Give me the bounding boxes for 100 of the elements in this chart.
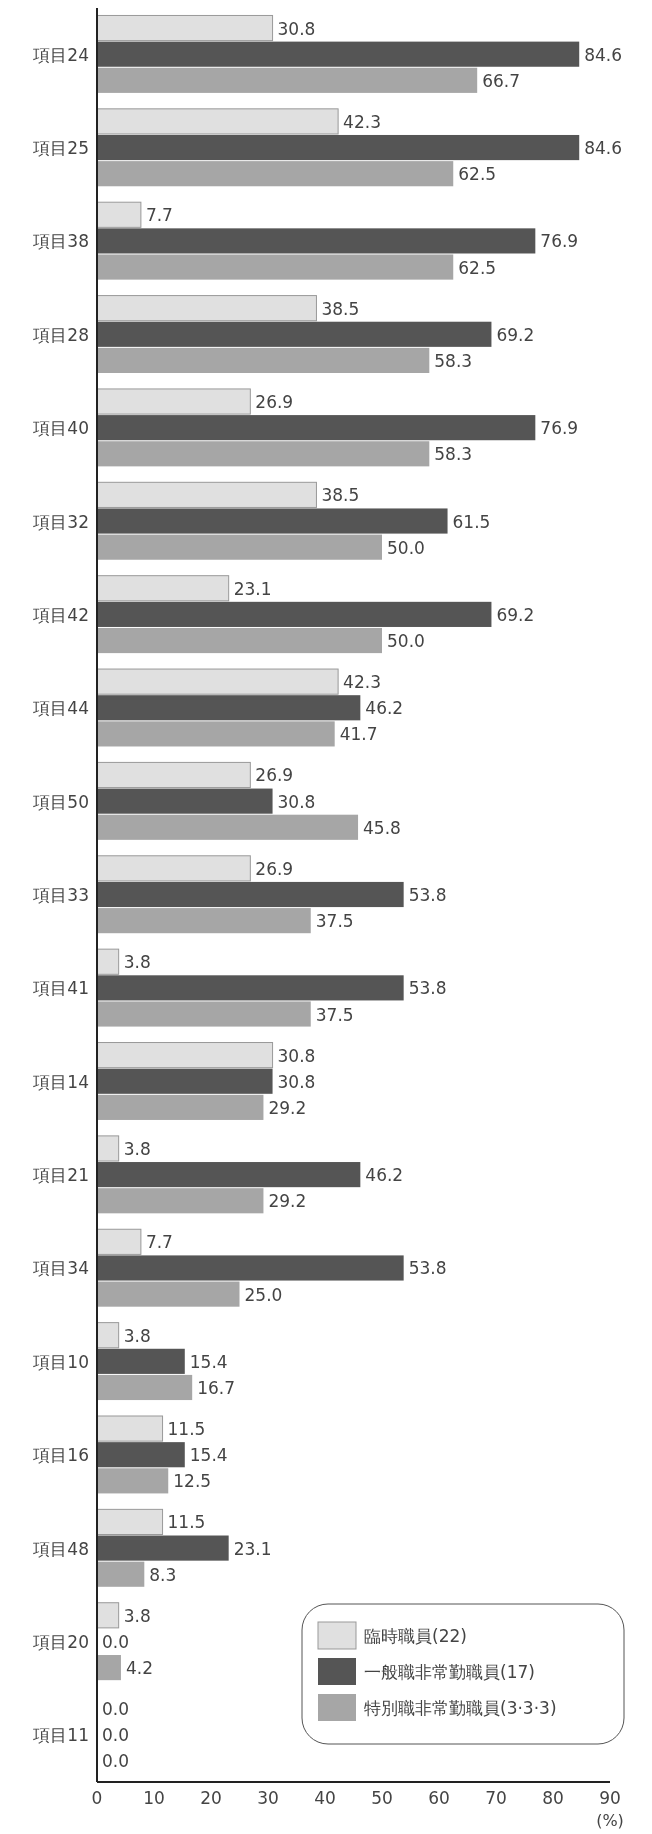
bar xyxy=(97,601,492,627)
bar xyxy=(96,201,142,228)
data-label: 76.9 xyxy=(540,231,579,252)
data-label: 62.5 xyxy=(458,164,497,185)
bar xyxy=(97,415,536,441)
data-label: 53.8 xyxy=(408,885,447,905)
bar xyxy=(96,14,274,42)
bar xyxy=(97,908,311,934)
data-label: 46.2 xyxy=(365,698,404,719)
y-tick-label: 項目48 xyxy=(32,1538,89,1559)
bar xyxy=(97,1561,145,1587)
x-tick-label: 60 xyxy=(428,1788,450,1808)
bar xyxy=(96,948,120,975)
data-label: 26.9 xyxy=(255,858,294,879)
y-tick-label: 項目40 xyxy=(32,418,89,439)
y-tick-label: 項目25 xyxy=(32,138,89,159)
bar xyxy=(96,1135,120,1162)
bar xyxy=(97,881,404,908)
bar xyxy=(96,1228,142,1255)
bar xyxy=(97,788,273,814)
bar xyxy=(96,855,251,882)
bar xyxy=(96,761,251,789)
data-label: 62.5 xyxy=(458,257,497,278)
data-label: 23.1 xyxy=(233,1538,272,1559)
data-label: 23.1 xyxy=(233,578,272,599)
data-label: 37.5 xyxy=(315,1004,354,1025)
data-label: 3.8 xyxy=(123,1138,151,1159)
data-label: 69.2 xyxy=(496,604,535,625)
data-label: 76.9 xyxy=(540,418,579,439)
data-label: 12.5 xyxy=(173,1471,212,1492)
data-label: 29.2 xyxy=(268,1097,307,1118)
x-tick-label: 40 xyxy=(314,1788,336,1808)
data-label: 66.7 xyxy=(482,70,521,91)
bar xyxy=(97,441,430,467)
y-tick-label: 項目11 xyxy=(32,1725,89,1746)
bar xyxy=(97,1348,185,1374)
data-label: 3.8 xyxy=(123,1605,151,1626)
data-label: 3.8 xyxy=(123,1325,151,1346)
y-tick-label: 項目14 xyxy=(32,1071,89,1092)
y-tick-label: 項目42 xyxy=(32,604,89,625)
bar xyxy=(96,1322,120,1349)
data-label: 26.9 xyxy=(255,765,294,786)
data-label: 53.8 xyxy=(408,1258,447,1279)
data-label: 50.0 xyxy=(387,631,425,652)
y-tick-label: 項目10 xyxy=(32,1351,89,1372)
y-tick-label: 項目24 xyxy=(32,44,89,65)
bar xyxy=(97,1255,404,1281)
data-label: 58.3 xyxy=(434,444,473,465)
data-label: 29.2 xyxy=(268,1191,307,1212)
data-label: 7.7 xyxy=(145,1232,173,1253)
bar xyxy=(97,627,382,654)
bar xyxy=(97,1068,273,1094)
data-label: 45.8 xyxy=(363,817,401,838)
bar xyxy=(96,575,230,602)
y-tick-label: 項目44 xyxy=(32,698,89,719)
data-label: 38.5 xyxy=(321,485,360,506)
bar xyxy=(97,695,361,721)
data-label: 16.7 xyxy=(197,1377,236,1398)
bar xyxy=(96,1415,164,1442)
y-tick-label: 項目33 xyxy=(32,885,89,905)
legend-label: 臨時職員(22) xyxy=(364,1626,467,1646)
bar xyxy=(97,1162,361,1188)
data-label: 58.3 xyxy=(434,350,473,371)
data-label: 41.7 xyxy=(339,724,378,745)
bar xyxy=(96,388,251,415)
y-tick-label: 項目38 xyxy=(32,231,89,252)
bar xyxy=(96,1508,164,1535)
bar xyxy=(97,1655,121,1681)
data-label: 15.4 xyxy=(189,1445,228,1466)
data-label: 61.5 xyxy=(452,511,491,532)
x-tick-label: 10 xyxy=(143,1788,165,1808)
data-label: 15.4 xyxy=(189,1351,228,1372)
legend-label: 特別職非常勤職員(3·3·3) xyxy=(364,1698,557,1718)
bar xyxy=(96,295,317,322)
bar xyxy=(97,1374,193,1401)
data-label: 42.3 xyxy=(343,111,381,132)
bar xyxy=(97,1468,169,1494)
y-tick-label: 項目28 xyxy=(32,324,89,345)
data-label: 46.2 xyxy=(365,1165,404,1186)
data-label: 25.0 xyxy=(244,1284,283,1305)
bar xyxy=(96,481,317,508)
data-label: 50.0 xyxy=(387,537,425,558)
x-tick-label: 20 xyxy=(200,1788,222,1808)
bar xyxy=(97,67,478,93)
x-tick-label: 0 xyxy=(91,1788,103,1808)
bar xyxy=(96,108,339,135)
data-label: 11.5 xyxy=(167,1419,206,1440)
data-label: 69.2 xyxy=(496,324,535,345)
x-tick-label: 30 xyxy=(257,1788,279,1808)
bar xyxy=(97,41,580,67)
bar xyxy=(97,321,492,347)
bar xyxy=(97,508,448,534)
bar xyxy=(96,1602,120,1629)
data-label: 38.5 xyxy=(321,298,360,319)
bar xyxy=(96,1042,274,1069)
data-label: 0.0 xyxy=(102,1631,130,1652)
y-tick-label: 項目41 xyxy=(32,978,89,999)
data-label: 0.0 xyxy=(102,1751,130,1772)
x-tick-label: 70 xyxy=(485,1788,507,1808)
data-label: 30.8 xyxy=(277,791,316,812)
